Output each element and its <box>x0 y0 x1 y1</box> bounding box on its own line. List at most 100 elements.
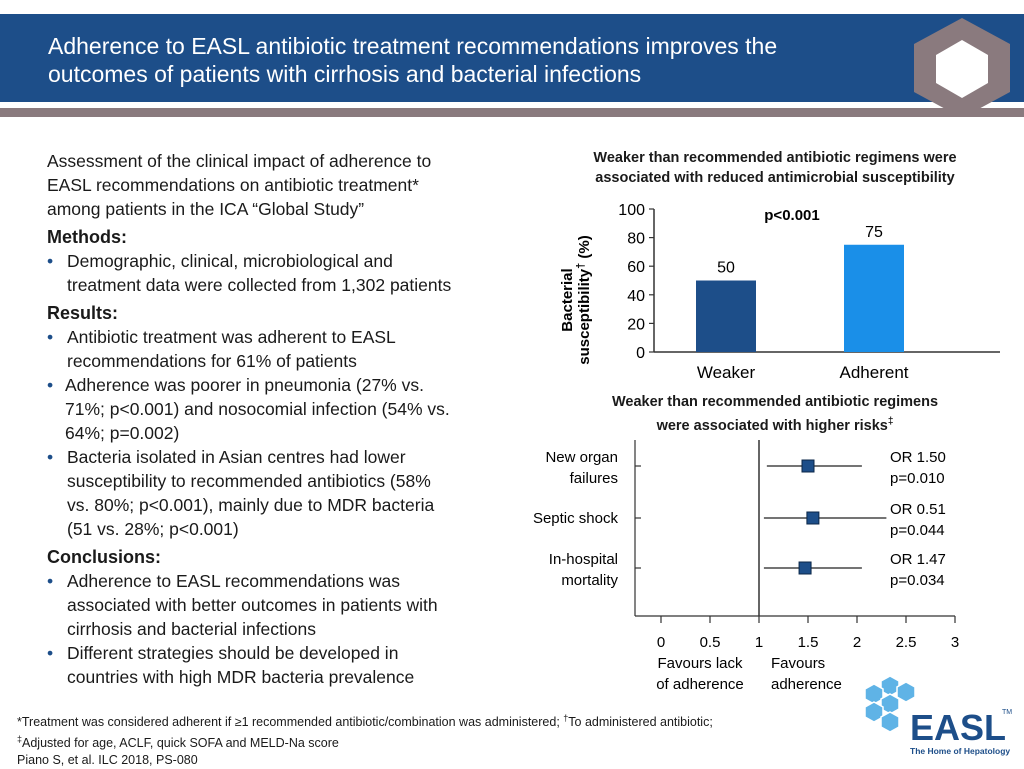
forest-x-tick-label: 3 <box>951 634 959 651</box>
forest-row-label-line: In-hospital <box>549 551 618 568</box>
ylabel-sub: susceptibility <box>576 268 593 365</box>
forest-x-tick-label: 0 <box>657 634 665 651</box>
forest-p-text: p=0.044 <box>890 522 945 539</box>
forest-p-text: p=0.010 <box>890 470 945 487</box>
methods-list: Demographic, clinical, microbiological a… <box>47 249 517 297</box>
bar-adherent <box>844 244 904 352</box>
ylabel-sup: † <box>575 263 587 269</box>
forest-row-label: In-hospital mortality <box>549 551 619 589</box>
conclusions-list: Adherence to EASL recommendations was ass… <box>47 569 517 689</box>
forest-plot-title: Weaker than recommended antibiotic regim… <box>540 392 1010 436</box>
footnote-2: ‡Adjusted for age, ACLF, quick SOFA and … <box>17 731 877 752</box>
bullet-line: Antibiotic treatment was adherent to EAS… <box>67 327 396 347</box>
conclusions-bullet: Adherence to EASL recommendations was ass… <box>47 569 517 641</box>
footnote-text: Adjusted for age, ACLF, quick SOFA and M… <box>22 736 339 751</box>
bullet-line: 64%; p=0.002) <box>65 423 180 443</box>
forest-title-line: Weaker than recommended antibiotic regim… <box>611 394 939 410</box>
favours-adherence-caption: Favours adherence <box>771 655 842 693</box>
results-heading: Results: <box>47 303 119 323</box>
bar-weaker <box>696 280 756 352</box>
bar-y-tick-label: 80 <box>627 231 645 248</box>
bar-y-tick-label: 40 <box>627 288 645 305</box>
bullet-line: Adherence to EASL recommendations was <box>67 571 401 591</box>
bullet-line: vs. 80%; p<0.001), mainly due to MDR bac… <box>67 495 435 515</box>
bullet-line: Demographic, clinical, microbiological a… <box>67 251 393 271</box>
citation: Piano S, et al. ILC 2018, PS-080 <box>17 753 198 768</box>
bullet-line: 71%; p<0.001) and nosocomial infection (… <box>65 399 450 419</box>
forest-p-text: p=0.034 <box>890 572 945 589</box>
caption-line: Favours <box>771 655 825 672</box>
footnote-1: *Treatment was considered adherent if ≥1… <box>17 710 877 731</box>
bullet-line: susceptibility to recommended antibiotic… <box>67 471 431 491</box>
ylabel-line-1: Bacterial <box>559 268 576 331</box>
forest-row-label-line: mortality <box>561 572 618 589</box>
bullet-line: Adherence was poorer in pneumonia (27% v… <box>65 375 424 395</box>
forest-x-tick-label: 2 <box>853 634 861 651</box>
results-list: Antibiotic treatment was adherent to EAS… <box>47 325 517 541</box>
forest-title-line: were associated with higher risks‡ <box>540 412 1010 436</box>
conclusions-heading: Conclusions: <box>47 547 162 567</box>
bar-y-tick-label: 0 <box>636 345 645 362</box>
easl-logo: EASL TM The Home of Hepatology <box>864 675 1012 756</box>
bar-chart-ylabel: Bacterial susceptibility† (%) <box>559 235 593 364</box>
bar-y-tick-label: 60 <box>627 259 645 276</box>
logo-text: EASL <box>910 707 1006 748</box>
forest-row-label-line: Septic shock <box>533 510 619 527</box>
bullet-line: cirrhosis and bacterial infections <box>67 619 317 639</box>
forest-or-text: OR 1.47 <box>890 551 946 568</box>
forest-title-text: were associated with higher risks <box>656 417 888 434</box>
bar-chart-annotation: p<0.001 <box>764 207 819 224</box>
header-rule <box>0 108 1024 117</box>
forest-x-tick-label: 1 <box>755 634 763 651</box>
forest-x-tick-label: 0.5 <box>700 634 721 651</box>
footnote-text: To administered antibiotic; <box>568 715 713 730</box>
forest-row-label: New organ failures <box>545 449 618 487</box>
bar-category-label: Weaker <box>697 363 756 382</box>
ylabel-line-2: susceptibility† (%) <box>575 235 593 364</box>
summary-text: Assessment of the clinical impact of adh… <box>47 149 517 689</box>
results-bullet: Antibiotic treatment was adherent to EAS… <box>47 325 517 373</box>
header-banner: Adherence to EASL antibiotic treatment r… <box>0 0 1024 104</box>
results-bullet: Bacteria isolated in Asian centres had l… <box>47 445 517 541</box>
caption-line: Favours lack <box>657 655 743 672</box>
bullet-line: treatment data were collected from 1,302… <box>67 275 452 295</box>
forest-or-marker <box>801 459 815 473</box>
bullet-line: countries with high MDR bacteria prevale… <box>67 667 415 687</box>
bar-chart-title: Weaker than recommended antibiotic regim… <box>540 148 1010 188</box>
intro-paragraph: Assessment of the clinical impact of adh… <box>47 149 517 221</box>
intro-line: among patients in the ICA “Global Study” <box>47 199 365 219</box>
title-band <box>0 14 1024 102</box>
bar-chart-title-line: associated with reduced antimicrobial su… <box>595 170 955 186</box>
ylabel-tail: (%) <box>576 235 593 263</box>
intro-line: Assessment of the clinical impact of adh… <box>47 151 432 171</box>
logo-tagline: The Home of Hepatology <box>910 746 1010 756</box>
forest-or-text: OR 0.51 <box>890 501 946 518</box>
footnote-sup: † <box>563 713 569 723</box>
forest-row-label: Septic shock <box>533 510 619 527</box>
bar-y-tick-label: 20 <box>627 316 645 333</box>
forest-row-label-line: New organ <box>545 449 618 466</box>
footnotes: *Treatment was considered adherent if ≥1… <box>17 710 877 769</box>
favours-lack-caption: Favours lack of adherence <box>656 655 744 693</box>
bar-category-label: Adherent <box>840 363 909 382</box>
title-line-2: outcomes of patients with cirrhosis and … <box>48 61 642 87</box>
caption-line: adherence <box>771 676 842 693</box>
forest-row-label-line: failures <box>570 470 618 487</box>
forest-or-text: OR 1.50 <box>890 449 946 466</box>
methods-heading: Methods: <box>47 227 127 247</box>
bullet-line: recommendations for 61% of patients <box>67 351 357 371</box>
forest-title-sup: ‡ <box>887 416 894 427</box>
bar-chart-title-line: Weaker than recommended antibiotic regim… <box>593 150 957 166</box>
logo-tm: TM <box>1002 709 1012 716</box>
bullet-line: Different strategies should be developed… <box>67 643 399 663</box>
bullet-line: associated with better outcomes in patie… <box>67 595 438 615</box>
caption-line: of adherence <box>656 676 744 693</box>
bar-y-tick-label: 100 <box>618 202 645 219</box>
conclusions-bullet: Different strategies should be developed… <box>47 641 517 689</box>
footnote-sup: ‡ <box>17 734 23 745</box>
hexagon-cluster-icon <box>864 675 916 733</box>
title-line-1: Adherence to EASL antibiotic treatment r… <box>48 33 778 59</box>
page-title: Adherence to EASL antibiotic treatment r… <box>48 32 888 88</box>
forest-x-tick-label: 2.5 <box>896 634 917 651</box>
